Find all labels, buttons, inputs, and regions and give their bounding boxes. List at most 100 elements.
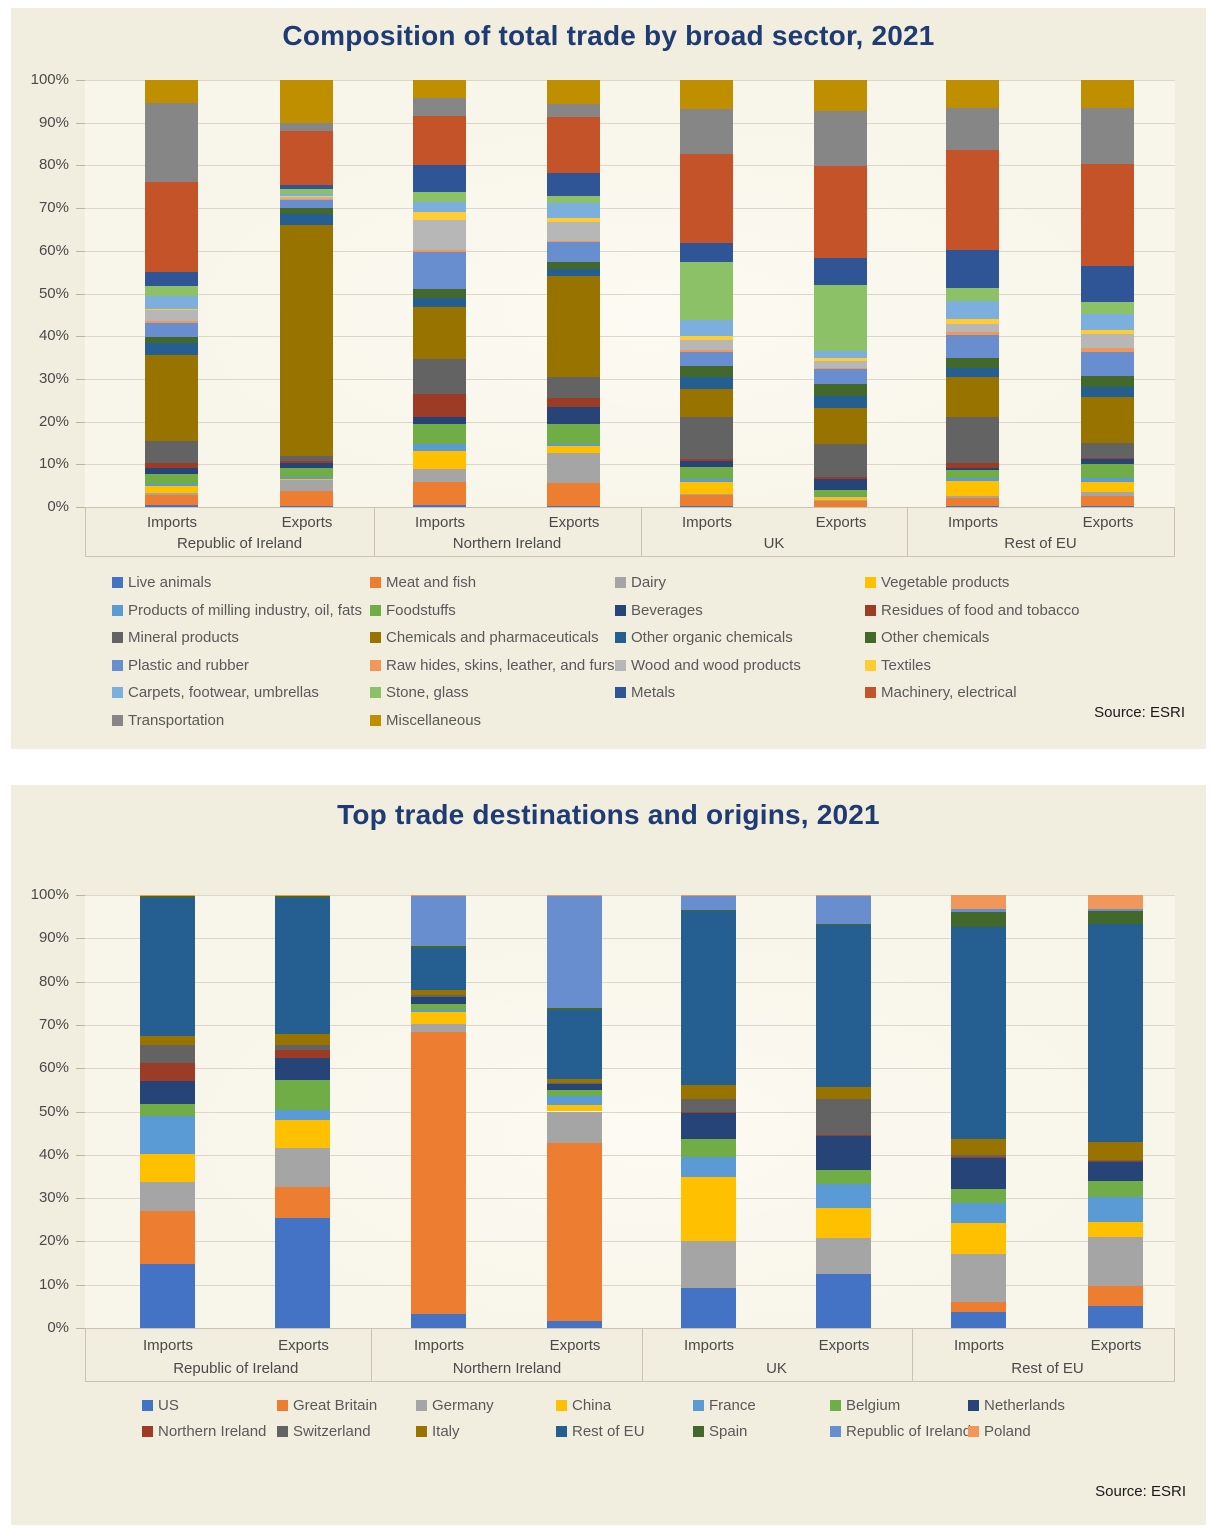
bar-segment — [950, 1188, 1006, 1204]
legend-swatch — [968, 1426, 979, 1437]
bar-segment — [546, 443, 600, 446]
bar-segment — [275, 897, 330, 1035]
y-axis-tick-label: 0% — [47, 498, 69, 515]
legend-swatch — [112, 687, 123, 698]
legend-item: Italy — [416, 1423, 460, 1440]
bar-segment — [1080, 492, 1134, 496]
bar-segment — [275, 896, 330, 898]
legend-label: Wood and wood products — [631, 656, 801, 674]
bar-segment — [275, 1119, 330, 1148]
bar-segment — [546, 1111, 602, 1143]
legend-swatch — [370, 577, 381, 588]
bar-segment — [412, 443, 466, 452]
legend-item: Mineral products — [112, 629, 239, 646]
y-axis-tick-label: 70% — [38, 199, 69, 217]
y-axis-tick-mark — [76, 507, 85, 508]
gridline — [85, 464, 1175, 466]
bar-segment — [813, 396, 867, 409]
legend-label: Netherlands — [984, 1397, 1065, 1414]
bar-segment — [139, 1081, 195, 1104]
legend-swatch — [968, 1400, 979, 1411]
legend-swatch — [370, 604, 381, 616]
flow-label: Exports — [1082, 514, 1134, 531]
bar-segment — [412, 394, 466, 417]
bar-segment — [546, 1084, 602, 1090]
y-axis-tick-label: 90% — [38, 113, 69, 131]
region-divider — [907, 508, 908, 556]
y-axis-tick-mark — [76, 1154, 85, 1156]
bar-segment — [815, 895, 871, 897]
bar-segment — [144, 182, 198, 273]
legend-item: Metals — [615, 684, 675, 701]
bar-segment — [815, 1237, 871, 1275]
legend-item: US — [142, 1397, 179, 1414]
legend-swatch — [416, 1426, 427, 1437]
y-axis-tick-label: 30% — [38, 369, 69, 387]
plot-area — [85, 895, 1175, 1329]
bar-segment — [410, 1032, 466, 1314]
region-label: UK — [763, 535, 785, 552]
bar-segment — [945, 462, 999, 468]
legend-item: Vegetable products — [865, 574, 1009, 591]
bar-segment — [1087, 910, 1143, 925]
bar-segment — [1080, 348, 1134, 353]
gridline — [85, 1111, 1175, 1113]
bar-segment — [1080, 481, 1134, 493]
legend-label: Metals — [631, 684, 676, 701]
flow-label: Exports — [548, 514, 600, 531]
bar-segment — [950, 1157, 1006, 1189]
bar-segment — [679, 320, 733, 336]
bar-segment — [412, 212, 466, 220]
legend-item: Chemicals and pharmaceuticals — [370, 629, 599, 646]
region-label: Republic of Ireland — [176, 535, 303, 552]
bar-segment — [410, 1023, 466, 1032]
legend-swatch — [615, 632, 626, 643]
bar-segment — [950, 1157, 1006, 1158]
bar-segment — [680, 1138, 736, 1158]
sector-composition-chart: 100% 90% 80% 70% 60% 50% 40% 30% 20% 10% 0% Imports… — [11, 8, 1206, 749]
bar-segment — [144, 483, 198, 487]
legend-label: Raw hides, skins, leather, and furs — [386, 656, 615, 674]
bar-segment — [813, 165, 867, 258]
legend-swatch — [865, 604, 876, 616]
bar-segment — [279, 131, 333, 186]
bar-segment — [144, 320, 198, 323]
legend-label: Switzerland — [293, 1423, 371, 1440]
bar-segment — [1080, 313, 1134, 330]
bar-segment — [1087, 1160, 1143, 1162]
bar-segment — [410, 896, 466, 946]
bar-segment — [412, 289, 466, 299]
bar-segment — [144, 295, 198, 309]
flow-label: Imports — [414, 514, 466, 531]
bar-segment — [144, 440, 198, 463]
flow-label: Imports — [146, 514, 198, 531]
bar-segment — [679, 461, 733, 467]
legend-item: France — [693, 1397, 756, 1414]
bar-segment — [144, 310, 198, 321]
bar-segment — [813, 358, 867, 361]
y-axis-tick-mark — [76, 1111, 85, 1113]
bar-segment — [679, 466, 733, 479]
y-axis-tick-label: 10% — [38, 455, 69, 473]
bar-segment — [546, 377, 600, 398]
bar-segment — [679, 154, 733, 244]
bar-segment — [279, 478, 333, 480]
bar-segment — [950, 1154, 1006, 1158]
bar-segment — [139, 1115, 195, 1155]
bar-segment — [412, 451, 466, 470]
bar-segment — [1080, 442, 1134, 458]
y-axis-tick-label: 50% — [38, 1102, 69, 1120]
flow-label: Imports — [947, 514, 999, 531]
y-axis-tick-mark — [76, 208, 85, 210]
bar-segment — [275, 1080, 330, 1110]
bar-segment — [412, 164, 466, 192]
bar-segment — [546, 1007, 602, 1011]
bar-segment — [679, 478, 733, 482]
bar-segment — [410, 995, 466, 997]
bar-segment — [679, 109, 733, 155]
legend-label: France — [709, 1397, 756, 1414]
bar-segment — [679, 335, 733, 340]
bar-segment — [275, 1147, 330, 1188]
bar-segment — [945, 497, 999, 507]
legend-swatch — [615, 577, 626, 588]
